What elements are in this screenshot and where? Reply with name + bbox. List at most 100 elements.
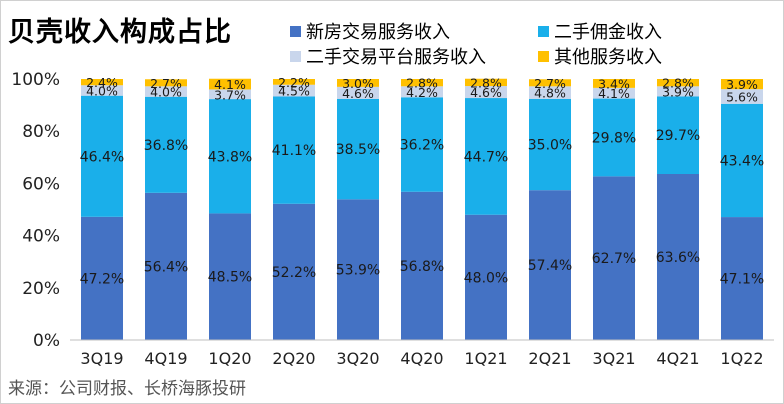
data-label: 36.8% bbox=[144, 138, 188, 154]
bar-segment bbox=[721, 103, 763, 218]
data-label: 4.5% bbox=[278, 84, 310, 99]
x-tick-label: 1Q22 bbox=[720, 349, 763, 368]
x-tick-label: 3Q20 bbox=[336, 349, 379, 368]
data-label: 5.6% bbox=[726, 89, 758, 104]
chart-title: 贝壳收入构成占比 bbox=[8, 17, 232, 48]
data-label: 48.0% bbox=[464, 270, 508, 286]
bar-segment bbox=[529, 79, 571, 87]
data-label: 56.4% bbox=[144, 259, 188, 275]
bar-segment bbox=[273, 84, 315, 97]
bar-segment bbox=[81, 216, 123, 340]
legend-swatch bbox=[290, 50, 301, 62]
bar-segment bbox=[145, 86, 187, 97]
data-label: 43.4% bbox=[720, 153, 764, 169]
data-label: 43.8% bbox=[208, 149, 252, 165]
bar-segment bbox=[81, 79, 123, 86]
bar-segment bbox=[593, 87, 635, 99]
data-label: 36.2% bbox=[400, 138, 444, 154]
bar-segment bbox=[721, 217, 763, 340]
bar-segment bbox=[81, 95, 123, 217]
data-label: 4.6% bbox=[470, 85, 502, 100]
x-tick-label: 4Q20 bbox=[400, 349, 443, 368]
x-tick-label: 3Q21 bbox=[592, 349, 635, 368]
bar-segment bbox=[657, 79, 699, 87]
bar-segment bbox=[209, 99, 251, 214]
bar-segment bbox=[337, 199, 379, 340]
data-label: 47.1% bbox=[720, 272, 764, 288]
data-label: 3.9% bbox=[662, 84, 694, 99]
bar-segment bbox=[337, 98, 379, 200]
data-label: 29.7% bbox=[656, 128, 700, 144]
bar-segment bbox=[465, 214, 507, 340]
y-tick-label: 60% bbox=[22, 174, 60, 194]
x-tick-label: 1Q21 bbox=[464, 349, 507, 368]
bar-segment bbox=[401, 191, 443, 340]
data-label: 2.7% bbox=[534, 76, 566, 91]
data-label: 3.0% bbox=[342, 76, 374, 91]
bar-segment bbox=[145, 79, 187, 87]
bar-segment bbox=[337, 86, 379, 99]
data-label: 4.8% bbox=[534, 86, 566, 101]
bar-segment bbox=[657, 96, 699, 175]
legend-swatch bbox=[538, 25, 549, 37]
data-label: 2.7% bbox=[150, 76, 182, 91]
data-label: 2.8% bbox=[662, 76, 694, 91]
legend-label: 新房交易服务收入 bbox=[306, 22, 450, 43]
bar-segment bbox=[593, 79, 635, 88]
bar-segment bbox=[465, 86, 507, 99]
bar-segment bbox=[657, 86, 699, 97]
data-label: 4.2% bbox=[406, 85, 438, 100]
data-label: 4.1% bbox=[214, 77, 246, 92]
data-label: 38.5% bbox=[336, 142, 380, 158]
data-label: 29.8% bbox=[592, 130, 636, 146]
data-label: 47.2% bbox=[80, 271, 124, 287]
data-label: 46.4% bbox=[80, 149, 124, 165]
bar-segment bbox=[657, 174, 699, 340]
bar-segment bbox=[81, 85, 123, 96]
legend-item-other: 其他服务收入 bbox=[538, 43, 662, 69]
source-note: 来源：公司财报、长桥海豚投研 bbox=[8, 379, 246, 399]
data-label: 52.2% bbox=[272, 265, 316, 281]
data-label: 2.2% bbox=[278, 75, 310, 90]
data-label: 3.4% bbox=[598, 76, 630, 91]
bar-segment bbox=[529, 190, 571, 340]
x-tick-label: 4Q21 bbox=[656, 349, 699, 368]
bar-segment bbox=[721, 89, 763, 104]
data-label: 3.7% bbox=[214, 87, 246, 102]
data-label: 41.1% bbox=[272, 143, 316, 159]
data-label: 3.9% bbox=[726, 77, 758, 92]
x-tick-label: 2Q21 bbox=[528, 349, 571, 368]
data-label: 53.9% bbox=[336, 263, 380, 279]
data-label: 4.0% bbox=[150, 85, 182, 100]
bar-segment bbox=[529, 86, 571, 99]
bar-segment bbox=[273, 79, 315, 85]
x-tick-label: 2Q20 bbox=[272, 349, 315, 368]
bar-segment bbox=[401, 79, 443, 87]
data-label: 35.0% bbox=[528, 138, 572, 154]
legend-item-existing-home: 二手佣金收入 bbox=[538, 18, 662, 44]
data-label: 56.8% bbox=[400, 259, 444, 275]
y-tick-label: 100% bbox=[11, 70, 60, 90]
data-label: 2.4% bbox=[86, 75, 118, 90]
legend-item-platform: 二手交易平台服务收入 bbox=[290, 43, 486, 69]
bar-segment bbox=[209, 89, 251, 100]
legend-swatch bbox=[290, 25, 301, 37]
bar-segment bbox=[145, 192, 187, 340]
legend-item-new-home: 新房交易服务收入 bbox=[290, 18, 450, 44]
bar-segment bbox=[401, 86, 443, 98]
data-label: 4.0% bbox=[86, 83, 118, 98]
bar-segment bbox=[721, 79, 763, 90]
legend-label: 二手佣金收入 bbox=[554, 22, 662, 43]
y-tick-label: 20% bbox=[22, 279, 60, 299]
data-label: 44.7% bbox=[464, 149, 508, 165]
bar-segment bbox=[593, 98, 635, 177]
x-tick-label: 1Q20 bbox=[208, 349, 251, 368]
data-label: 4.6% bbox=[342, 86, 374, 101]
legend-swatch bbox=[538, 50, 549, 62]
data-label: 57.4% bbox=[528, 258, 572, 274]
bar-segment bbox=[209, 213, 251, 340]
x-tick-label: 3Q19 bbox=[80, 349, 123, 368]
data-label: 4.1% bbox=[598, 86, 630, 101]
legend-label: 二手交易平台服务收入 bbox=[306, 47, 486, 68]
